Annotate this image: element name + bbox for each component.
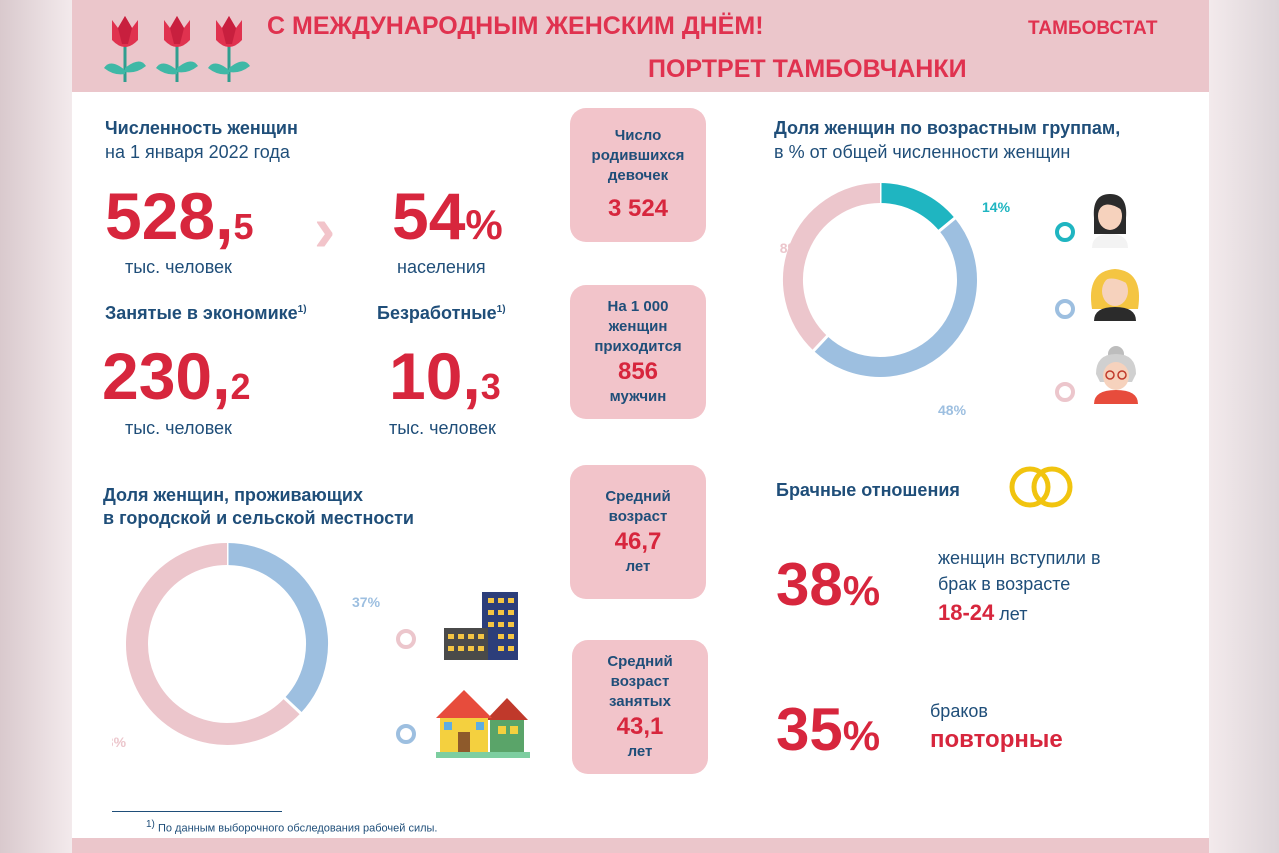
population-subtitle: на 1 января 2022 года bbox=[105, 142, 290, 162]
card-suffix: лет bbox=[627, 743, 653, 760]
area-donut-slice-1 bbox=[126, 543, 301, 745]
city-buildings-icon bbox=[444, 592, 518, 660]
elderly-woman-icon bbox=[1094, 346, 1138, 404]
employed-title: Занятые в экономике1) bbox=[105, 303, 307, 323]
marriage-stat-2-line-2: повторные bbox=[930, 726, 1063, 753]
average-age-employed-card: Средний возраст занятых 43,1 лет bbox=[572, 640, 708, 774]
marriage-stat-2-line-1: браков bbox=[930, 701, 988, 721]
footer-band bbox=[72, 838, 1209, 853]
urban-rural-title-1: Доля женщин, проживающих bbox=[103, 485, 363, 505]
tulip-icon bbox=[104, 14, 252, 84]
population-share-unit: населения bbox=[397, 257, 486, 277]
legend-marker-elderly bbox=[1055, 382, 1075, 402]
card-suffix: мужчин bbox=[609, 388, 667, 405]
header-title: С МЕЖДУНАРОДНЫМ ЖЕНСКИМ ДНЁМ! bbox=[267, 12, 764, 40]
legend-marker-rural bbox=[396, 724, 416, 744]
chevron-right-icon: › bbox=[314, 193, 336, 265]
age-donut-slice-1 bbox=[813, 218, 977, 377]
header-band: С МЕЖДУНАРОДНЫМ ЖЕНСКИМ ДНЁМ! ПОРТРЕТ ТА… bbox=[72, 0, 1209, 92]
card-label: Средний возраст bbox=[605, 488, 671, 525]
unemployed-value: 10,3 bbox=[389, 339, 501, 413]
marriage-title: Брачные отношения bbox=[776, 480, 960, 500]
card-suffix: лет bbox=[625, 558, 651, 575]
age-donut-label-0: 14% bbox=[982, 199, 1011, 215]
area-donut-separator-1 bbox=[282, 696, 303, 715]
age-donut-separator-1 bbox=[937, 216, 957, 233]
urban-rural-title-2: в городской и сельской местности bbox=[103, 508, 414, 528]
area-donut-slice-0 bbox=[226, 543, 328, 714]
sex-ratio-card: На 1 000 женщин приходится 856 мужчин bbox=[570, 285, 706, 419]
card-value: 43,1 bbox=[616, 713, 664, 740]
marriage-stat-1-line-1: женщин вступили в bbox=[938, 548, 1101, 568]
age-donut-label-1: 48% bbox=[938, 402, 967, 418]
brand-name: ТАМБОВСТАТ bbox=[1028, 18, 1158, 39]
population-share: 54% bbox=[392, 179, 503, 253]
employed-value: 230,2 bbox=[102, 339, 251, 413]
card-label: Число родившихся девочек bbox=[591, 127, 685, 184]
header-subtitle: ПОРТРЕТ ТАМБОВЧАНКИ bbox=[648, 55, 967, 83]
population-unit: тыс. человек bbox=[125, 257, 232, 277]
card-label: На 1 000 женщин приходится bbox=[594, 298, 682, 355]
employed-unit: тыс. человек bbox=[125, 418, 232, 438]
marriage-stat-2-value: 35% bbox=[776, 696, 881, 763]
marriage-stat-1-line-2: брак в возрасте bbox=[938, 574, 1071, 594]
backdrop-right bbox=[1209, 0, 1279, 853]
age-groups-donut-chart: 14% 48% 38% bbox=[780, 182, 1011, 418]
adult-woman-icon bbox=[1090, 269, 1140, 321]
girls-born-card: Число родившихся девочек 3 524 bbox=[570, 108, 706, 242]
footnote: 1) По данным выборочного обследования ра… bbox=[146, 819, 438, 835]
area-donut-label-1: 63% bbox=[112, 734, 127, 750]
age-donut-slice-2 bbox=[783, 183, 881, 351]
population-value: 528,5 bbox=[105, 179, 254, 253]
age-groups-title: Доля женщин по возрастным группам, bbox=[774, 118, 1121, 138]
legend-marker-adult bbox=[1055, 299, 1075, 319]
wedding-rings-icon bbox=[1009, 466, 1073, 508]
card-value: 46,7 bbox=[614, 528, 662, 555]
population-title: Численность женщин bbox=[105, 118, 298, 138]
young-woman-icon bbox=[1092, 194, 1128, 248]
age-donut-slice-0 bbox=[879, 183, 955, 232]
urban-rural-donut-chart: 37% 63% bbox=[112, 542, 381, 750]
marriage-stat-1-age: 18-24 лет bbox=[938, 600, 1028, 625]
footnote-divider bbox=[112, 811, 282, 812]
age-groups-subtitle: в % от общей численности женщин bbox=[774, 142, 1071, 162]
marriage-stat-1-value: 38% bbox=[776, 551, 881, 618]
legend-marker-urban bbox=[396, 629, 416, 649]
average-age-card: Средний возраст 46,7 лет bbox=[570, 465, 706, 599]
card-value: 856 bbox=[617, 358, 659, 385]
legend-marker-young bbox=[1055, 222, 1075, 242]
backdrop-left bbox=[0, 0, 72, 853]
unemployed-title: Безработные1) bbox=[377, 303, 506, 323]
age-donut-label-2: 38% bbox=[780, 240, 801, 256]
village-houses-icon bbox=[436, 690, 530, 758]
unemployed-unit: тыс. человек bbox=[389, 418, 496, 438]
infographic-page: С МЕЖДУНАРОДНЫМ ЖЕНСКИМ ДНЁМ! ПОРТРЕТ ТА… bbox=[72, 0, 1209, 853]
card-value: 3 524 bbox=[607, 195, 669, 222]
age-donut-separator-2 bbox=[811, 334, 830, 353]
card-label: Средний возраст занятых bbox=[607, 653, 673, 710]
area-donut-label-0: 37% bbox=[352, 594, 381, 610]
